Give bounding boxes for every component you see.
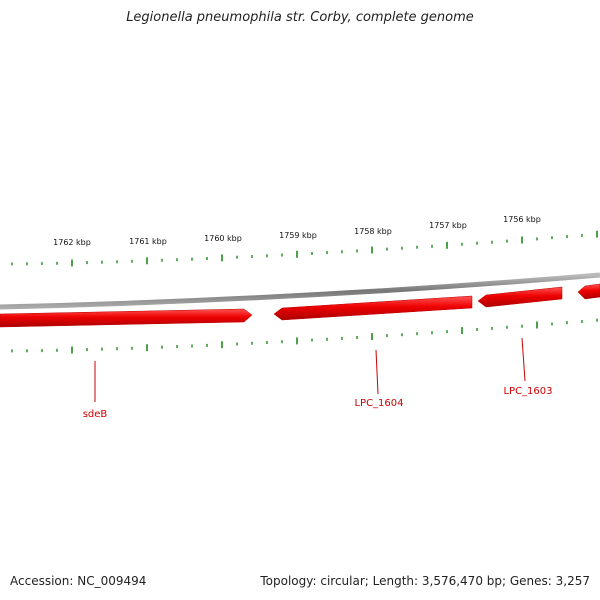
genome-summary-text: Topology: circular; Length: 3,576,470 bp… [260,574,590,588]
accession-text: Accession: NC_009494 [10,574,147,588]
LPC_1604-leader [375,349,379,395]
inner-scale-ticks [11,318,598,354]
gene-label-LPC_1603[interactable]: LPC_1603 [503,386,552,397]
scale-label-1757: 1757 kbp [429,221,467,230]
gene-label-LPC_1604[interactable]: LPC_1604 [354,398,403,409]
gene-feature-LPC_1603[interactable] [477,286,563,308]
gene-label-sdeB[interactable]: sdeB [83,409,108,420]
scale-label-1759: 1759 kbp [279,231,317,240]
map-title: Legionella pneumophila str. Corby, compl… [126,10,474,25]
scale-label-1761: 1761 kbp [129,237,167,246]
scale-label-1758: 1758 kbp [354,227,392,236]
backbone-arc [0,272,600,310]
gene-feature-sdeB[interactable] [0,308,253,328]
scale-label-1762: 1762 kbp [53,238,91,247]
LPC_1603-leader [521,337,526,382]
scale-label-1756: 1756 kbp [503,215,541,224]
outer-scale-ticks [11,230,598,267]
scale-label-1760: 1760 kbp [204,234,242,243]
gene-feature-LPC_1604[interactable] [273,295,473,321]
gene-feature-partial[interactable] [577,283,600,300]
